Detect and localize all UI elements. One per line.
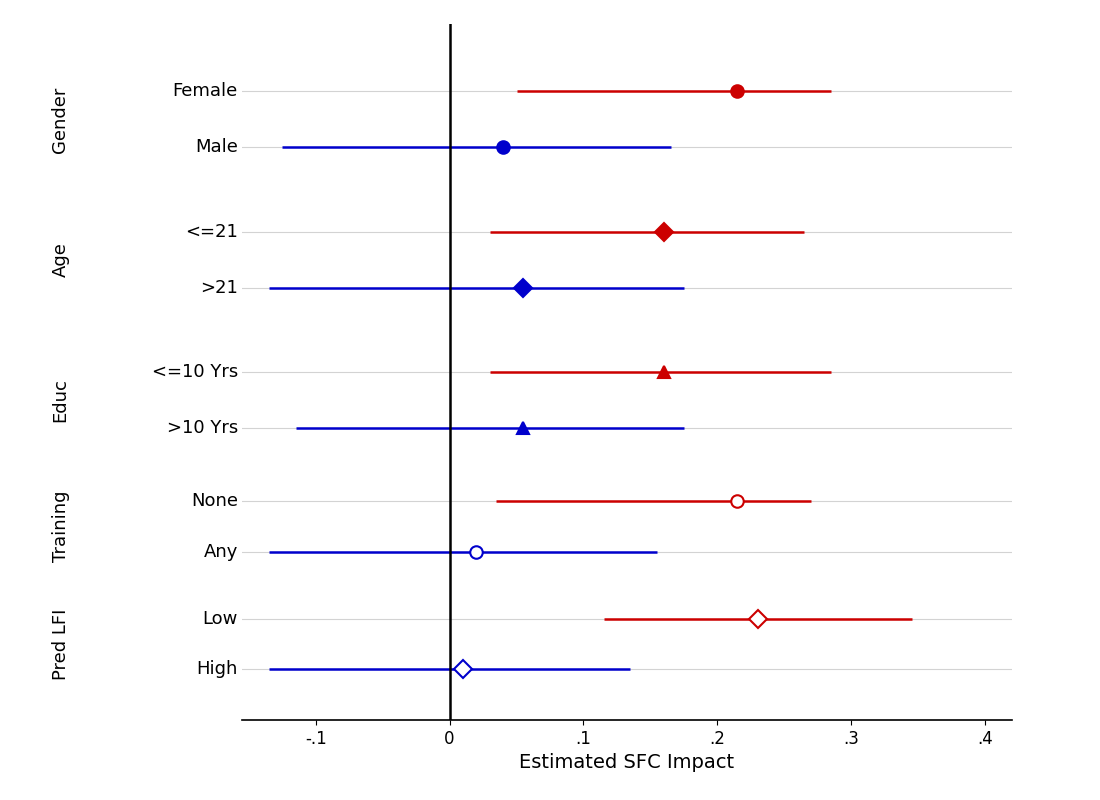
Text: >21: >21 — [200, 279, 238, 297]
Text: <=21: <=21 — [185, 222, 238, 241]
X-axis label: Estimated SFC Impact: Estimated SFC Impact — [519, 754, 735, 772]
Text: Low: Low — [202, 610, 238, 628]
Text: >10 Yrs: >10 Yrs — [167, 419, 238, 437]
Text: <=10 Yrs: <=10 Yrs — [152, 363, 238, 381]
Text: High: High — [197, 661, 238, 678]
Text: Training: Training — [52, 490, 69, 562]
Text: Female: Female — [173, 82, 238, 100]
Text: Gender: Gender — [52, 86, 69, 153]
Text: None: None — [191, 492, 238, 510]
Text: Age: Age — [52, 242, 69, 277]
Text: Male: Male — [195, 138, 238, 157]
Text: Pred LFI: Pred LFI — [52, 609, 69, 680]
Text: Educ: Educ — [52, 378, 69, 422]
Text: Any: Any — [204, 542, 238, 561]
